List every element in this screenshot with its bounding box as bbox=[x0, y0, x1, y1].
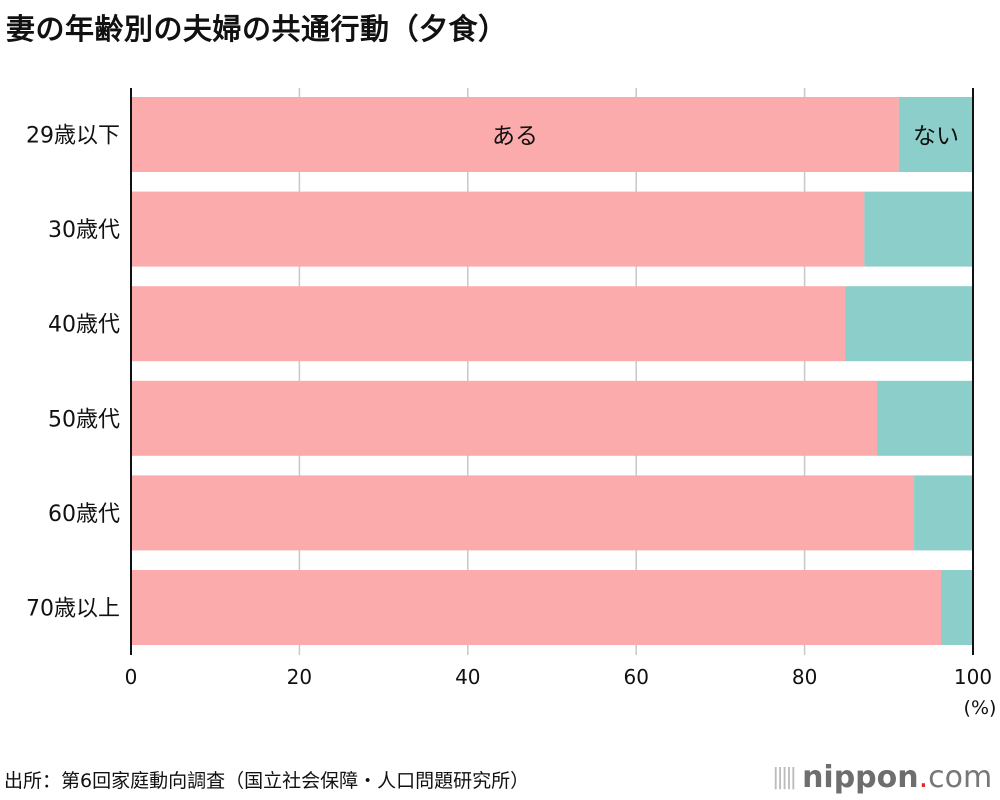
x-tick-label: 0 bbox=[125, 665, 138, 689]
bar-nai bbox=[914, 475, 973, 551]
y-category-label: 30歳代 bbox=[48, 218, 120, 243]
y-category-label: 40歳代 bbox=[48, 313, 120, 338]
bar-aru bbox=[131, 286, 846, 362]
bar-aru bbox=[131, 191, 865, 267]
y-category-label: 29歳以下 bbox=[26, 124, 120, 149]
logo-bars-icon: ||||| bbox=[772, 765, 797, 790]
bar-nai bbox=[941, 570, 973, 645]
series-label-nai: ない bbox=[913, 124, 959, 150]
bar-nai bbox=[864, 191, 973, 267]
bar-nai bbox=[877, 380, 973, 456]
stacked-bar-chart: 0 20 40 60 80 100 (%) 29歳以下 30歳代 40歳代 50歳代 60歳代 70歳以… bbox=[26, 88, 997, 719]
x-tick-label: 100 bbox=[954, 665, 992, 689]
logo-dot: . bbox=[918, 760, 929, 795]
y-category-label: 60歳代 bbox=[48, 502, 120, 527]
x-tick-label: 60 bbox=[623, 665, 648, 689]
y-category-label: 50歳代 bbox=[48, 407, 120, 432]
x-unit-label: (%) bbox=[964, 697, 997, 719]
bar-aru bbox=[131, 380, 878, 456]
bar-aru bbox=[131, 97, 899, 172]
x-tick-label: 80 bbox=[792, 665, 817, 689]
logo-suffix: com bbox=[928, 760, 993, 795]
bar-nai bbox=[845, 286, 973, 362]
logo-main: nippon bbox=[802, 760, 919, 795]
bar-nai bbox=[898, 97, 973, 172]
chart-title: 妻の年齢別の夫婦の共通行動（夕食） bbox=[6, 12, 508, 46]
source-note: 出所：第6回家庭動向調査（国立社会保障・人口問題研究所） bbox=[4, 770, 530, 792]
y-category-label: 70歳以上 bbox=[26, 597, 120, 622]
bar-aru bbox=[131, 570, 942, 645]
nippon-logo: ||||| nippon.com bbox=[772, 760, 992, 795]
series-label-aru: ある bbox=[492, 124, 538, 150]
x-tick-label: 40 bbox=[455, 665, 480, 689]
x-tick-label: 20 bbox=[287, 665, 312, 689]
bar-aru bbox=[131, 475, 915, 551]
